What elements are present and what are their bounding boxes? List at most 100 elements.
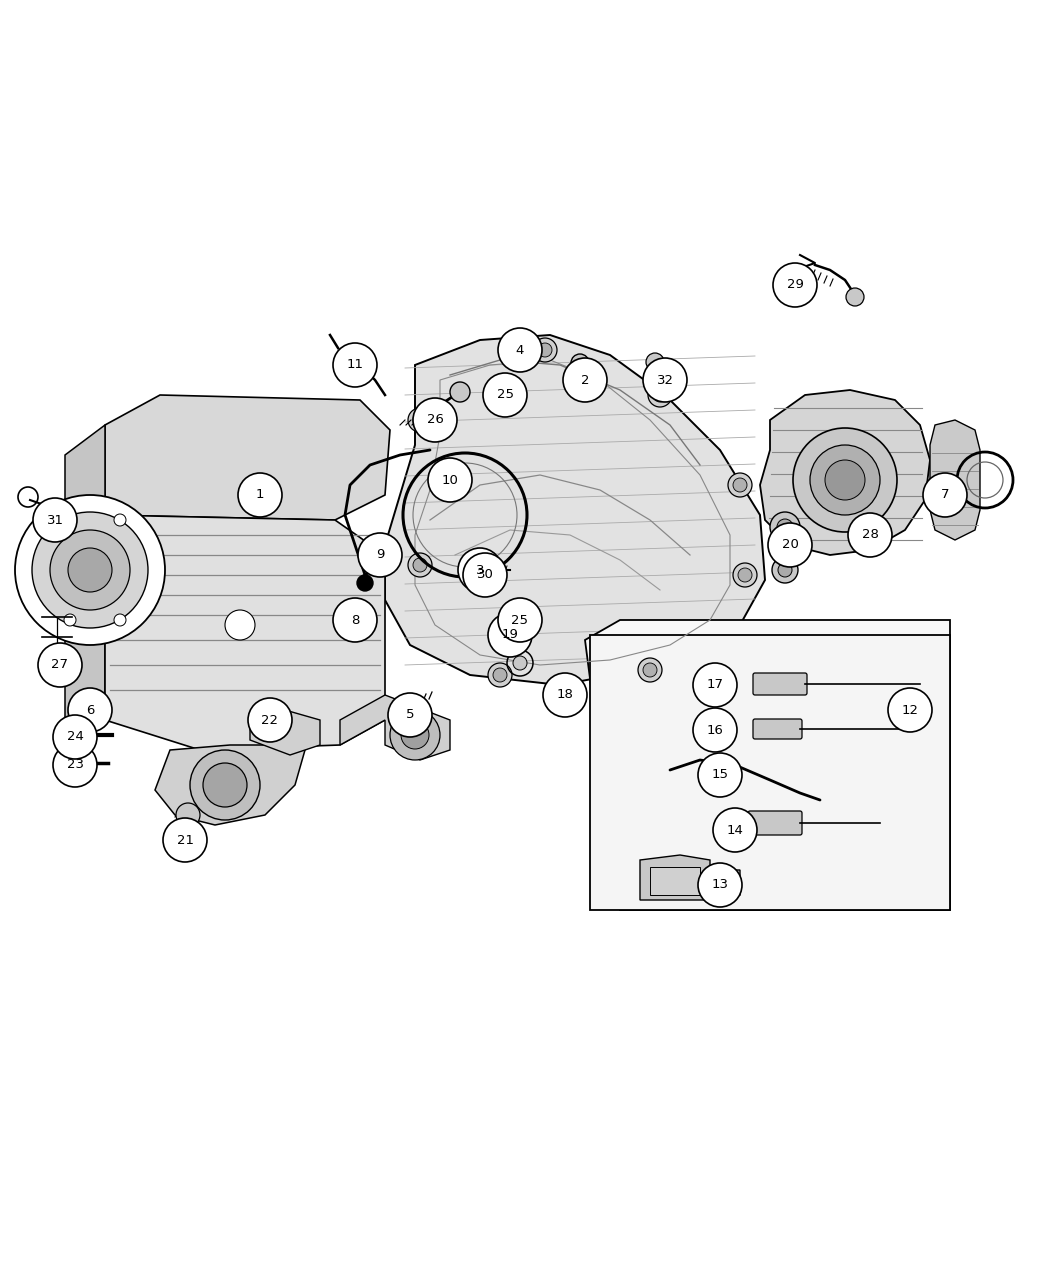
Circle shape: [733, 564, 757, 586]
Circle shape: [643, 663, 657, 677]
Circle shape: [32, 513, 148, 629]
Circle shape: [333, 598, 377, 643]
Circle shape: [83, 701, 107, 725]
Circle shape: [413, 413, 427, 427]
Text: 21: 21: [176, 834, 193, 847]
Circle shape: [64, 514, 76, 527]
Circle shape: [563, 358, 607, 402]
Circle shape: [768, 523, 812, 567]
Text: 17: 17: [707, 678, 723, 691]
Circle shape: [777, 519, 793, 536]
Circle shape: [693, 663, 737, 708]
Circle shape: [638, 658, 662, 682]
Circle shape: [488, 613, 532, 657]
Text: 18: 18: [556, 688, 573, 701]
Text: 3: 3: [476, 564, 484, 576]
Circle shape: [533, 338, 556, 362]
Text: 30: 30: [477, 569, 493, 581]
Text: 20: 20: [781, 538, 798, 552]
Circle shape: [408, 408, 432, 432]
Text: 27: 27: [51, 658, 68, 672]
Circle shape: [648, 382, 672, 407]
Circle shape: [450, 382, 470, 402]
Bar: [650, 867, 700, 895]
Polygon shape: [760, 390, 930, 555]
Polygon shape: [640, 856, 740, 900]
Circle shape: [543, 673, 587, 717]
Circle shape: [114, 514, 126, 527]
Circle shape: [538, 343, 552, 357]
FancyBboxPatch shape: [753, 673, 807, 695]
Circle shape: [238, 473, 282, 516]
Text: 8: 8: [351, 613, 359, 626]
Circle shape: [33, 499, 77, 542]
Circle shape: [458, 548, 502, 592]
Circle shape: [346, 603, 374, 631]
Circle shape: [770, 513, 800, 542]
Polygon shape: [155, 745, 304, 825]
Circle shape: [653, 388, 667, 402]
Text: 26: 26: [426, 413, 443, 427]
Circle shape: [64, 615, 76, 626]
Text: 32: 32: [656, 374, 673, 386]
Circle shape: [370, 550, 386, 565]
Circle shape: [68, 548, 112, 592]
Circle shape: [52, 743, 97, 787]
Text: 14: 14: [727, 824, 743, 836]
Circle shape: [358, 533, 402, 578]
Text: 1: 1: [256, 488, 265, 501]
Circle shape: [390, 710, 440, 760]
Circle shape: [793, 428, 897, 532]
Circle shape: [923, 473, 967, 516]
Circle shape: [778, 564, 792, 578]
Circle shape: [413, 398, 457, 442]
Circle shape: [643, 358, 687, 402]
Circle shape: [571, 354, 589, 372]
Circle shape: [38, 643, 82, 687]
Circle shape: [225, 609, 255, 640]
Text: 16: 16: [707, 723, 723, 737]
Text: 10: 10: [442, 473, 459, 487]
Circle shape: [738, 567, 752, 581]
Circle shape: [773, 263, 817, 307]
Circle shape: [810, 445, 880, 515]
Circle shape: [203, 762, 247, 807]
Circle shape: [693, 708, 737, 752]
FancyBboxPatch shape: [748, 811, 802, 835]
Text: 11: 11: [346, 358, 363, 371]
Text: 22: 22: [261, 714, 278, 727]
Circle shape: [733, 478, 747, 492]
Text: 29: 29: [786, 278, 803, 292]
Circle shape: [333, 343, 377, 388]
Circle shape: [483, 374, 527, 417]
Circle shape: [498, 598, 542, 643]
FancyBboxPatch shape: [753, 719, 802, 739]
Polygon shape: [65, 425, 105, 740]
Circle shape: [888, 688, 932, 732]
Circle shape: [848, 513, 892, 557]
Circle shape: [408, 553, 432, 578]
Text: 19: 19: [502, 629, 519, 641]
Circle shape: [388, 694, 432, 737]
Circle shape: [15, 495, 165, 645]
Circle shape: [163, 819, 207, 862]
Text: 15: 15: [712, 769, 729, 782]
Circle shape: [68, 688, 112, 732]
Text: 12: 12: [902, 704, 919, 717]
Polygon shape: [385, 335, 765, 685]
Text: 6: 6: [86, 704, 94, 717]
Circle shape: [846, 288, 864, 306]
Circle shape: [401, 720, 429, 748]
Polygon shape: [340, 695, 450, 760]
Circle shape: [513, 657, 527, 669]
Circle shape: [176, 803, 200, 827]
Circle shape: [825, 460, 865, 500]
Circle shape: [498, 328, 542, 372]
Circle shape: [50, 530, 130, 609]
Circle shape: [472, 564, 487, 578]
Circle shape: [114, 615, 126, 626]
Text: 25: 25: [497, 389, 513, 402]
Text: 25: 25: [511, 613, 528, 626]
Circle shape: [488, 663, 512, 687]
Text: 9: 9: [376, 548, 384, 561]
